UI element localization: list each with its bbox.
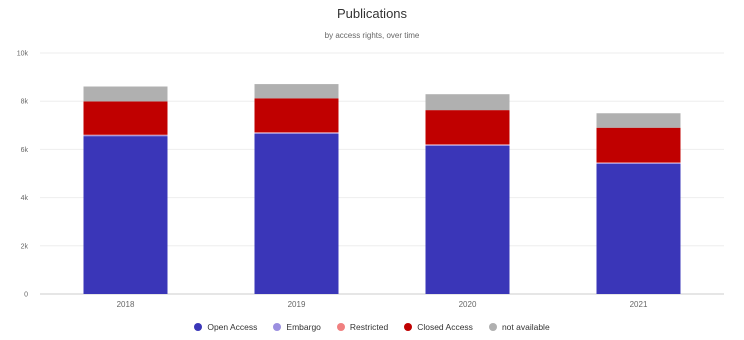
legend-label: Open Access [207, 322, 258, 332]
bar-segment[interactable] [425, 144, 510, 146]
legend: Open Access Embargo Restricted Closed Acces… [0, 322, 744, 332]
bar-segment[interactable] [596, 163, 681, 294]
y-tick-label: 10k [17, 51, 29, 58]
legend-item[interactable]: Embargo [273, 322, 321, 332]
y-tick-label: 0 [24, 292, 28, 299]
bar-segment[interactable] [596, 127, 681, 163]
legend-label: Closed Access [417, 322, 473, 332]
bar-segment[interactable] [83, 101, 168, 135]
x-tick-label: 2019 [288, 300, 306, 309]
legend-item[interactable]: not available [488, 322, 550, 332]
x-tick-label: 2021 [630, 300, 648, 309]
bar-segment[interactable] [596, 113, 681, 128]
x-tick-label: 2020 [459, 300, 477, 309]
bar-segment[interactable] [254, 98, 339, 133]
bar-segment[interactable] [254, 133, 339, 294]
legend-marker [194, 323, 203, 331]
bar-segment[interactable] [254, 132, 339, 134]
legend-marker [404, 323, 413, 331]
legend-marker [336, 323, 345, 331]
bar-segment[interactable] [83, 86, 168, 102]
chart-subtitle: by access rights, over time [324, 31, 420, 40]
legend-label: Restricted [349, 322, 389, 332]
bar-segment[interactable] [425, 110, 510, 145]
legend-label: Embargo [286, 322, 321, 332]
chart-title: Publications [336, 6, 408, 21]
bar-segment[interactable] [83, 135, 168, 137]
bar-segment[interactable] [596, 162, 681, 164]
bar-segment[interactable] [254, 84, 339, 99]
y-tick-label: 2k [21, 243, 29, 250]
legend-item[interactable]: Restricted [336, 322, 389, 332]
legend-marker [273, 323, 282, 331]
bar-segment[interactable] [83, 136, 168, 294]
legend-item[interactable]: Open Access [194, 322, 257, 332]
legend-item[interactable]: Closed Access [404, 322, 473, 332]
y-tick-label: 6k [21, 147, 29, 154]
x-tick-label: 2018 [117, 300, 135, 309]
bar-segment[interactable] [425, 94, 510, 111]
bar-segment[interactable] [425, 145, 510, 294]
y-tick-label: 4k [21, 195, 29, 202]
y-tick-label: 8k [21, 99, 29, 106]
legend-marker [488, 323, 497, 331]
legend-label: not available [501, 322, 550, 332]
